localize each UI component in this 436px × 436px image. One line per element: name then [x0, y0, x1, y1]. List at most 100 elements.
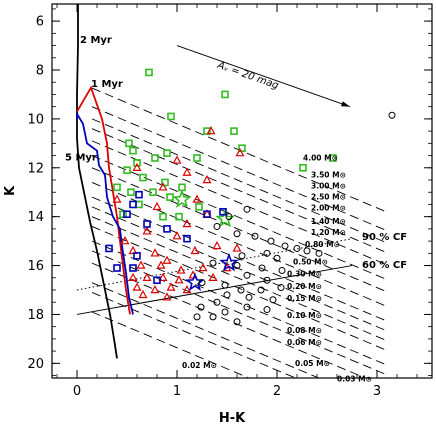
square-marker	[221, 90, 229, 99]
square-marker	[129, 200, 137, 209]
isochrone-label: 1 Myr	[91, 79, 123, 90]
circle-marker	[193, 313, 201, 321]
mass-label: 0.50 M⊙	[293, 257, 328, 266]
y-tick-label: 20	[27, 357, 44, 372]
plot-frame	[51, 3, 433, 379]
reddening-line	[91, 240, 388, 366]
triangle-marker	[172, 231, 182, 240]
circle-marker	[225, 213, 233, 221]
square-marker	[159, 212, 167, 221]
square-marker	[151, 154, 159, 162]
triangle-marker	[132, 162, 142, 171]
mass-label: 2.50 M⊙	[311, 193, 346, 202]
circle-marker	[198, 279, 206, 287]
triangle-marker	[120, 236, 130, 245]
square-marker	[113, 264, 121, 272]
y-tick-label: 16	[27, 259, 44, 274]
square-marker	[127, 188, 135, 197]
mass-label: 0.80 M⊙	[305, 240, 340, 249]
circle-marker	[263, 276, 271, 284]
circle-marker	[258, 264, 266, 272]
square-marker	[238, 144, 246, 153]
circle-marker	[243, 205, 251, 213]
triangle-marker	[232, 243, 242, 252]
reddening-line	[91, 140, 388, 266]
square-marker	[139, 173, 147, 182]
circle-marker	[233, 230, 241, 238]
square-marker	[166, 193, 174, 201]
square-marker	[183, 234, 191, 243]
reddening-line	[91, 118, 388, 244]
circle-marker	[233, 262, 241, 270]
reddening-line	[91, 226, 388, 351]
x-tick-label: 1	[173, 384, 181, 399]
square-marker	[123, 166, 131, 175]
y-tick-label: 18	[27, 308, 44, 323]
x-tick-label: 3	[373, 384, 381, 399]
mass-label: 1.20 M⊙	[311, 228, 346, 237]
triangle-marker	[176, 265, 186, 274]
square-marker	[219, 207, 227, 216]
mass-label: 0.20 M⊙	[287, 282, 322, 291]
circle-marker	[278, 266, 286, 274]
square-marker	[230, 127, 238, 135]
mass-label: 4.00 M⊙	[303, 153, 338, 162]
triangle-marker	[172, 155, 182, 164]
circle-marker	[209, 259, 217, 267]
mass-label: 2.00 M⊙	[311, 204, 346, 213]
triangle-marker	[192, 194, 202, 203]
circle-marker	[223, 291, 231, 299]
mass-label: 3.50 M⊙	[311, 171, 346, 180]
reddening-line	[91, 216, 388, 342]
triangle-marker	[136, 260, 146, 269]
circle-marker	[245, 293, 253, 301]
reddening-line	[91, 250, 388, 376]
y-tick-label: 6	[36, 15, 44, 30]
square-marker	[129, 264, 137, 272]
isochrone-line	[76, 4, 118, 359]
reddening-line	[91, 182, 388, 307]
circle-marker	[209, 313, 217, 321]
isochrone-label: 2 Myr	[80, 35, 112, 46]
square-marker	[119, 210, 127, 219]
square-marker	[299, 163, 307, 172]
triangle-marker	[152, 201, 162, 211]
circle-marker	[315, 249, 323, 257]
triangle-marker	[112, 194, 122, 203]
triangle-marker	[156, 260, 166, 269]
completeness-line	[76, 265, 353, 315]
y-axis-title: K	[3, 185, 18, 196]
reddening-line	[91, 155, 388, 281]
isochrone-label: 5 Myr	[65, 152, 97, 163]
isochrone-line	[76, 110, 134, 315]
star-marker	[172, 189, 192, 208]
square-marker	[125, 139, 133, 148]
y-tick-label: 8	[36, 64, 44, 79]
triangle-marker	[182, 218, 192, 228]
reddening-line	[91, 106, 388, 232]
triangle-marker	[212, 240, 222, 250]
circle-marker	[213, 298, 221, 306]
square-marker	[163, 149, 171, 157]
square-marker	[329, 154, 337, 162]
x-axis-title: H-K	[219, 411, 246, 426]
circle-marker	[213, 222, 221, 230]
reddening-lines	[91, 87, 388, 378]
y-tick-label: 10	[27, 112, 44, 127]
square-marker	[129, 146, 137, 155]
completeness-label: 60 % CF	[362, 260, 407, 271]
triangle-marker	[235, 148, 245, 157]
square-marker	[153, 276, 161, 285]
circle-marker	[251, 232, 259, 240]
reddening-line	[91, 282, 320, 378]
mass-label: 0.03 M⊙	[337, 375, 372, 384]
x-tick-label: 2	[273, 384, 281, 399]
circle-marker	[221, 281, 229, 289]
mass-label: 0.05 M⊙	[295, 359, 330, 368]
square-marker	[123, 210, 131, 219]
square-marker	[145, 68, 153, 77]
circle-marker	[237, 286, 245, 294]
reddening-line	[91, 167, 388, 293]
